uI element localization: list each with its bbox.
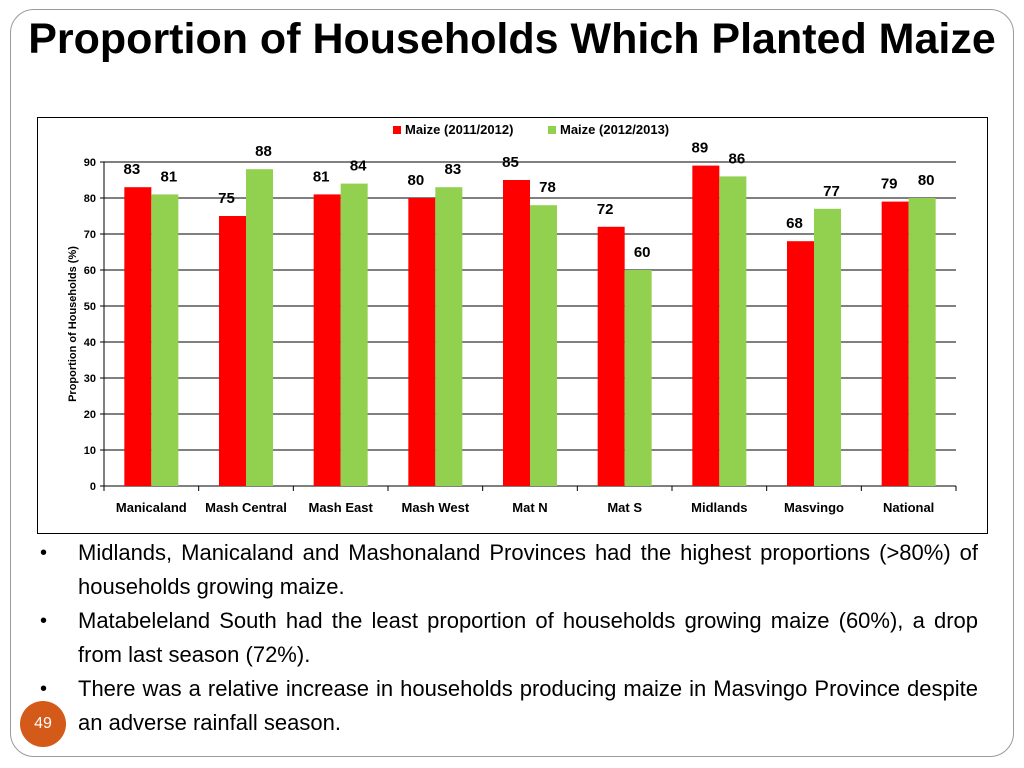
y-tick-label: 60 [84,265,96,277]
bar [597,226,625,487]
legend-entry: Maize (2012/2013) [548,122,669,137]
data-label: 68 [786,215,803,232]
bullet-item: • Midlands, Manicaland and Mashonaland Pr… [40,536,978,604]
x-tick-label: Mat S [607,500,642,515]
chart-container: 0 10 20 30 40 50 60 70 80 90 Manicaland Mash Centra… [37,117,988,534]
bar [719,176,747,486]
x-tick-label: National [883,500,934,515]
data-label: 81 [160,168,177,185]
data-label: 60 [634,244,651,261]
legend-entry: Maize (2011/2012) [393,122,513,137]
bar [787,241,814,486]
x-tick-label: Mat N [512,500,547,515]
y-tick-label: 50 [84,301,96,313]
data-label: 75 [218,190,235,207]
bar [814,208,841,487]
data-label: 80 [918,172,935,189]
y-tick-label: 70 [84,229,96,241]
bar [908,198,936,486]
y-tick-label: 80 [84,193,96,205]
legend: Maize (2011/2012) Maize (2012/2013) [393,122,669,137]
bar [503,180,530,486]
bar [246,169,273,486]
x-tick-label: Manicaland [116,500,187,515]
y-tick-label: 30 [84,373,96,385]
bullet-text: There was a relative increase in househo… [78,676,978,735]
bar [408,198,436,486]
legend-swatch [548,126,556,134]
bar [313,194,341,486]
data-labels: 83 75 81 80 85 72 89 68 79 81 88 84 83 78 60 86 77 80 [123,140,934,261]
y-tick-label: 90 [84,157,96,169]
bullet-text: Midlands, Manicaland and Mashonaland Pro… [78,540,978,599]
bullet-item: • There was a relative increase in househ… [40,672,978,740]
bullet-list: • Midlands, Manicaland and Mashonaland Pr… [40,536,978,740]
data-label: 86 [728,150,745,167]
bar [435,187,463,486]
bullet-text: Matabeleland South had the least proport… [78,608,978,667]
axes: 0 10 20 30 40 50 60 70 80 90 Manicaland Mash Centra… [84,157,957,515]
bar [340,183,368,486]
slide-title: Proportion of Households Which Planted M… [28,15,996,63]
bar [530,205,557,486]
y-tick-label: 40 [84,337,96,349]
x-tick-label: Mash Central [205,500,287,515]
bullet-dot-icon: • [40,542,48,564]
data-label: 77 [823,183,840,200]
data-label: 78 [539,179,556,196]
data-label: 80 [407,172,424,189]
page-number-badge: 49 [20,701,66,747]
y-tick-label: 10 [84,445,96,457]
bar [219,216,246,486]
data-label: 88 [255,143,272,160]
bullet-dot-icon: • [40,610,48,632]
data-label: 72 [597,201,614,218]
bar [151,194,179,486]
bar [124,187,152,486]
x-tick-label: Midlands [691,500,747,515]
data-label: 83 [123,161,140,178]
bar [692,165,720,486]
bar [624,270,652,486]
x-tick-label: Masvingo [784,500,844,515]
legend-label: Maize (2012/2013) [560,122,669,137]
bars [124,165,936,487]
bullet-item: • Matabeleland South had the least propor… [40,604,978,672]
y-tick-label: 20 [84,409,96,421]
y-axis-label: Proportion of Households (%) [67,246,79,402]
legend-label: Maize (2011/2012) [405,122,513,137]
bar-chart: 0 10 20 30 40 50 60 70 80 90 Manicaland Mash Centra… [67,122,957,515]
x-tick-label: Mash West [401,500,469,515]
y-tick-label: 0 [90,481,96,493]
data-label: 81 [313,168,330,185]
bullet-dot-icon: • [40,678,48,700]
data-label: 89 [691,140,708,157]
legend-swatch [393,126,401,134]
data-label: 85 [502,154,519,171]
data-label: 84 [350,158,367,175]
data-label: 79 [881,176,898,193]
x-tick-label: Mash East [309,500,374,515]
data-label: 83 [444,161,461,178]
bar [881,201,909,486]
